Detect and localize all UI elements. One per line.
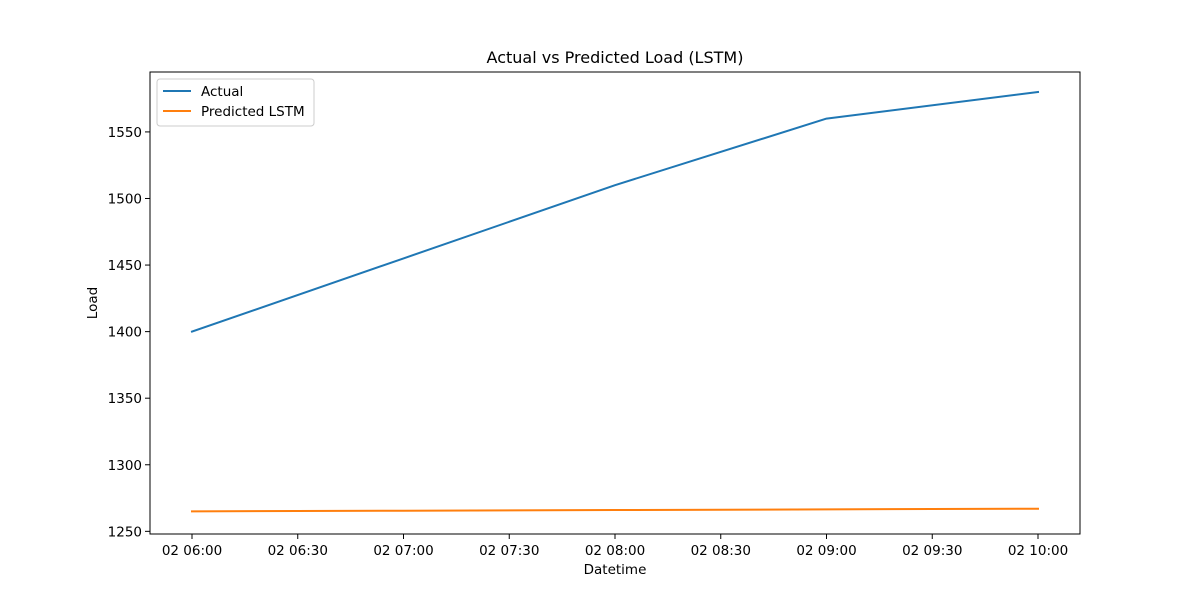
legend-box — [156, 78, 315, 127]
y-tick-label: 1500 — [108, 191, 142, 207]
y-tick-label: 1350 — [108, 391, 142, 407]
series-layer — [190, 90, 1040, 513]
legend-label: Predicted LSTM — [201, 104, 305, 120]
x-tick-label: 02 09:30 — [902, 543, 962, 559]
x-tick-label: 02 08:00 — [585, 543, 645, 559]
legend-items: Actual Predicted LSTM — [163, 84, 305, 120]
x-tick-label: 02 06:00 — [162, 543, 222, 559]
chart-title: Actual vs Predicted Load (LSTM) — [487, 48, 744, 67]
series-line-predicted-lstm — [190, 507, 1040, 513]
x-tick-label: 02 06:30 — [268, 543, 328, 559]
x-tick-label: 02 08:30 — [691, 543, 751, 559]
y-tick-label: 1400 — [108, 325, 142, 341]
y-tick-label: 1550 — [108, 125, 142, 141]
series-line-actual — [190, 90, 1040, 333]
y-tick-label: 1300 — [108, 458, 142, 474]
y-axis-label: Load — [85, 287, 101, 319]
x-tick-label: 02 07:00 — [373, 543, 433, 559]
x-tick-label: 02 07:30 — [479, 543, 539, 559]
x-axis: 02 06:00 02 06:30 02 07:00 02 07:30 02 08:00… — [162, 534, 1068, 559]
legend: Actual Predicted LSTM — [156, 78, 315, 127]
legend-label: Actual — [201, 84, 243, 100]
x-tick-label: 02 10:00 — [1008, 543, 1068, 559]
x-tick-label: 02 09:00 — [796, 543, 856, 559]
y-axis: 1250 1300 1350 1400 1450 1500 1550 — [108, 125, 150, 540]
y-tick-label: 1450 — [108, 258, 142, 274]
x-axis-label: Datetime — [584, 562, 647, 578]
y-tick-label: 1250 — [108, 524, 142, 540]
